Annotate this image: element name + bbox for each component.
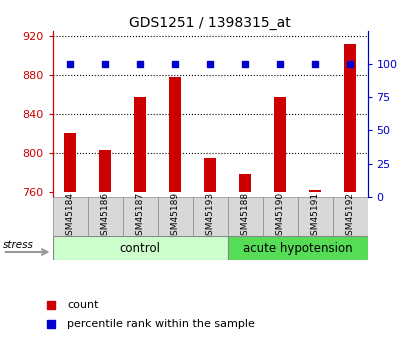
Bar [297, 197, 333, 236]
Text: GSM45190: GSM45190 [276, 192, 284, 241]
Text: GSM45184: GSM45184 [66, 192, 74, 241]
Bar [344, 44, 356, 192]
Text: GSM45189: GSM45189 [171, 192, 179, 241]
Title: GDS1251 / 1398315_at: GDS1251 / 1398315_at [129, 16, 291, 30]
Bar [228, 236, 368, 260]
Bar [158, 197, 192, 236]
Bar [87, 197, 123, 236]
Bar [204, 158, 216, 192]
Bar [52, 236, 228, 260]
Bar [192, 197, 228, 236]
Text: count: count [67, 300, 99, 310]
Text: GSM45188: GSM45188 [241, 192, 249, 241]
Bar [52, 197, 87, 236]
Text: percentile rank within the sample: percentile rank within the sample [67, 319, 255, 329]
Text: GSM45192: GSM45192 [346, 192, 354, 241]
Text: GSM45193: GSM45193 [205, 192, 215, 241]
Text: acute hypotension: acute hypotension [243, 242, 352, 255]
Bar [123, 197, 158, 236]
Text: GSM45187: GSM45187 [136, 192, 144, 241]
Bar [309, 190, 321, 192]
Text: GSM45186: GSM45186 [100, 192, 110, 241]
Bar [333, 197, 368, 236]
Bar [169, 77, 181, 192]
Bar [274, 97, 286, 192]
Bar [134, 97, 146, 192]
Bar [228, 197, 262, 236]
Bar [262, 197, 297, 236]
Text: stress: stress [3, 240, 34, 250]
Text: control: control [120, 242, 160, 255]
Bar [64, 133, 76, 192]
Text: GSM45191: GSM45191 [310, 192, 320, 241]
Bar [239, 174, 251, 192]
Bar [99, 150, 111, 192]
